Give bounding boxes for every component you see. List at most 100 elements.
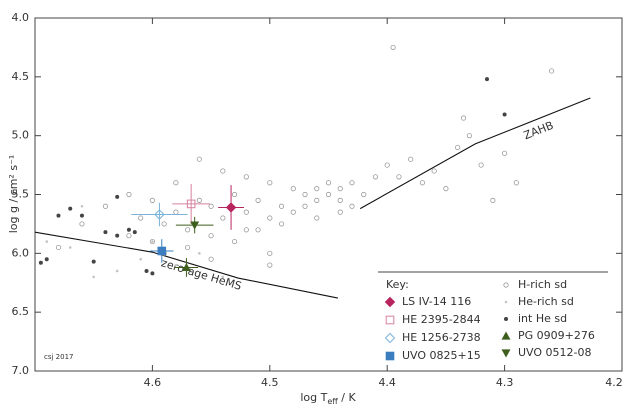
data-point xyxy=(92,275,95,279)
data-point xyxy=(139,257,142,261)
data-point xyxy=(103,230,108,235)
data-point xyxy=(149,197,155,203)
legend-label: HE 2395-2844 xyxy=(402,313,481,326)
data-point xyxy=(161,221,167,227)
legend-marker xyxy=(501,349,511,358)
data-point xyxy=(455,144,461,151)
legend-label: int He sd xyxy=(518,312,567,325)
data-point xyxy=(460,115,467,121)
data-point xyxy=(255,227,261,233)
data-point xyxy=(372,174,379,180)
data-point xyxy=(68,206,73,211)
data-point xyxy=(290,209,296,215)
star-marker xyxy=(190,221,200,230)
data-point xyxy=(278,221,285,227)
y-tick-label: 5.5 xyxy=(12,188,30,201)
data-point xyxy=(185,244,191,251)
data-point xyxy=(55,244,62,251)
data-point xyxy=(208,233,214,239)
data-point xyxy=(91,259,96,264)
data-point xyxy=(38,260,43,265)
y-axis-label: log g / cm² s⁻¹ xyxy=(7,155,20,234)
data-point xyxy=(132,230,137,235)
curve-label: ZAHB xyxy=(522,119,556,143)
data-point xyxy=(56,213,61,218)
legend-title: Key: xyxy=(386,278,409,291)
data-point xyxy=(490,197,496,203)
star-marker xyxy=(225,202,237,213)
data-point xyxy=(68,246,72,249)
x-axis-label-sub: eff xyxy=(327,397,338,406)
data-point xyxy=(349,180,355,186)
legend-marker xyxy=(384,296,396,308)
data-point xyxy=(208,256,214,262)
data-point xyxy=(80,204,84,208)
data-point xyxy=(243,227,249,233)
x-tick-label: 4.2 xyxy=(605,376,623,389)
data-point xyxy=(115,233,120,238)
data-point xyxy=(231,238,238,245)
data-point xyxy=(126,227,131,232)
model-curve xyxy=(359,97,591,210)
data-point xyxy=(419,180,426,186)
data-point xyxy=(337,186,343,192)
x-axis-label-main: log T xyxy=(300,391,327,404)
y-tick-label: 4.0 xyxy=(12,11,30,24)
star-marker xyxy=(154,209,165,220)
x-tick-label: 4.3 xyxy=(496,376,514,389)
data-point xyxy=(325,191,332,198)
model-curve xyxy=(34,231,339,299)
data-point xyxy=(502,112,507,117)
y-tick-label: 7.0 xyxy=(12,364,30,377)
star-marker xyxy=(181,262,191,272)
data-point xyxy=(45,240,49,243)
data-point xyxy=(79,221,85,227)
x-tick-label: 4.4 xyxy=(378,376,396,389)
data-point xyxy=(325,180,332,186)
y-tick-label: 5.0 xyxy=(12,129,30,142)
data-point xyxy=(150,271,155,276)
star-marker xyxy=(157,246,167,256)
x-tick-label: 4.5 xyxy=(261,376,279,389)
data-point xyxy=(79,213,84,218)
credit: csj 2017 xyxy=(44,353,73,361)
legend-marker xyxy=(504,300,508,304)
legend-label: PG 0909+276 xyxy=(518,329,595,342)
data-point xyxy=(302,203,308,209)
legend-marker xyxy=(385,315,395,325)
data-point xyxy=(484,77,489,82)
data-point xyxy=(115,269,119,273)
y-tick-label: 6.5 xyxy=(12,305,30,318)
data-point xyxy=(243,174,249,180)
legend-marker xyxy=(385,351,395,361)
data-point xyxy=(196,156,202,162)
data-point xyxy=(220,215,226,221)
y-tick-label: 4.5 xyxy=(12,70,30,83)
data-point xyxy=(102,203,109,209)
data-point xyxy=(267,250,273,256)
legend-marker xyxy=(503,282,509,288)
data-point xyxy=(144,268,149,273)
data-point xyxy=(255,197,261,203)
data-point xyxy=(174,263,178,267)
data-point xyxy=(221,275,225,279)
data-point xyxy=(173,180,179,186)
data-point xyxy=(138,215,144,221)
data-point xyxy=(278,203,285,209)
x-tick-label: 4.6 xyxy=(144,376,162,389)
curve-label: zero-age HeMS xyxy=(160,256,243,293)
data-point xyxy=(243,209,249,215)
legend-label: He-rich sd xyxy=(518,295,574,308)
data-point xyxy=(478,162,484,168)
data-point xyxy=(466,133,472,139)
data-point xyxy=(220,168,226,174)
data-point xyxy=(337,197,343,203)
star-marker xyxy=(186,199,196,209)
data-point xyxy=(384,162,390,168)
legend-marker xyxy=(504,317,508,321)
legend-marker xyxy=(384,332,396,344)
data-point xyxy=(267,180,273,186)
legend-label: UVO 0512-08 xyxy=(518,346,592,359)
